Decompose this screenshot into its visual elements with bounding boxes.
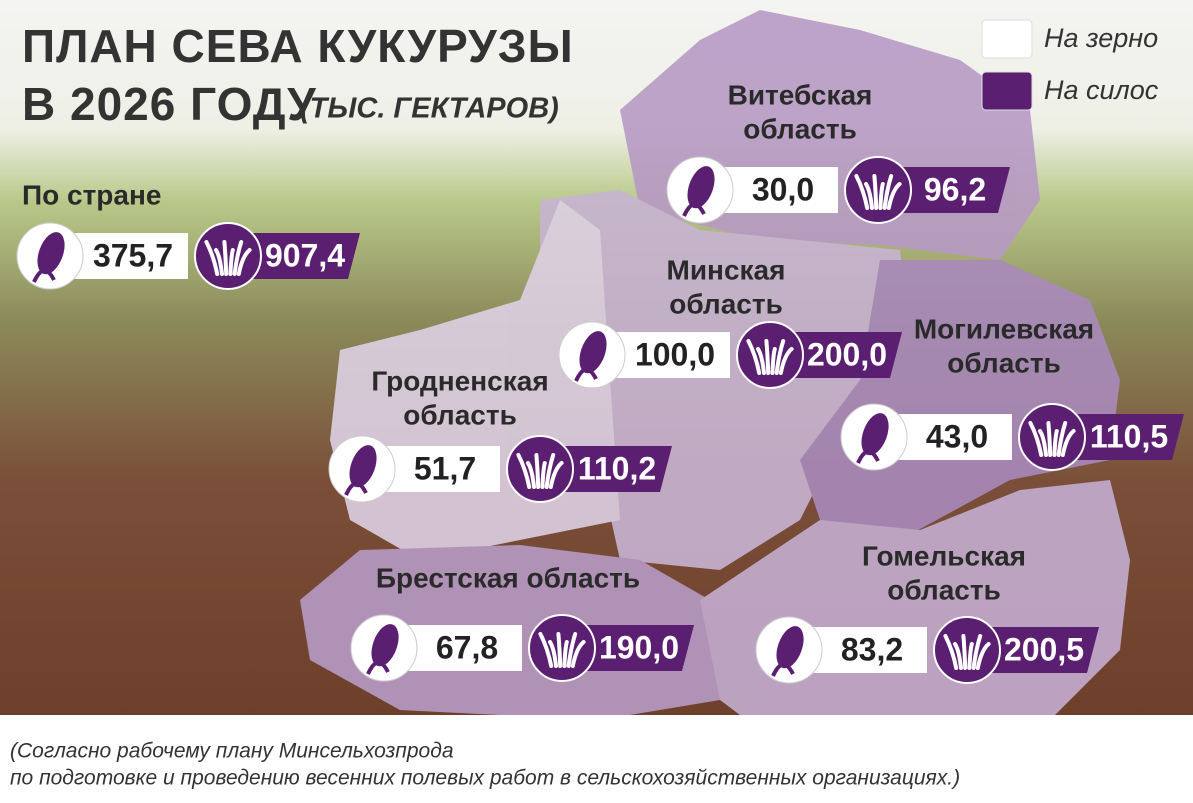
corn-icon: [579, 331, 607, 374]
silage-pill: [775, 332, 902, 378]
grain-value: 83,2: [841, 631, 903, 667]
value-badge: 83,2 200,5: [755, 616, 1099, 684]
corn-leaf: [771, 662, 795, 677]
region-name: Гомельская: [862, 540, 1026, 571]
silage-pill: [972, 627, 1099, 673]
region-name: Минская: [667, 254, 786, 285]
legend-swatch: [981, 71, 1033, 111]
country-label: По стране: [22, 179, 161, 210]
corn-leaf: [856, 449, 880, 464]
silage-pill: [883, 167, 1010, 213]
grass-icon: [746, 339, 794, 375]
silage-pill: [233, 233, 360, 279]
corn-icon: [687, 166, 715, 209]
footnote: (Согласно рабочему плану Минсельхозпрода: [10, 740, 454, 763]
silage-value: 96,2: [924, 171, 986, 207]
region-name: Гродненская: [371, 365, 548, 396]
grain-value: 43,0: [926, 418, 988, 454]
title-line: ПЛАН СЕВА КУКУРУЗЫ: [22, 20, 574, 72]
grass-icon: [204, 240, 252, 276]
corn-leaf: [682, 202, 706, 217]
silage-pill: [545, 446, 672, 492]
grass-icon: [538, 632, 586, 668]
value-badge: 51,7 110,2: [328, 435, 672, 503]
grass-icon: [854, 174, 902, 210]
legend-label: На зерно: [1044, 23, 1158, 53]
region-name: Могилевская: [914, 313, 1094, 344]
silage-value: 200,5: [1004, 631, 1084, 667]
grass-icon-bg: [933, 616, 1001, 684]
grass-icon-bg: [736, 321, 804, 389]
silage-value: 200,0: [807, 336, 887, 372]
grain-value: 375,7: [93, 237, 173, 273]
value-badge: 100,0 200,0: [558, 321, 902, 389]
silage-pill: [567, 625, 694, 671]
silage-value: 110,2: [578, 450, 656, 486]
grain-value: 30,0: [752, 171, 814, 207]
region-mogilev: [800, 260, 1120, 540]
legend-label: На силос: [1044, 75, 1159, 105]
region-name: область: [947, 347, 1061, 378]
silage-value: 190,0: [599, 629, 679, 665]
region-name: область: [743, 113, 857, 144]
grass-icon-bg: [528, 614, 596, 682]
region-name: область: [887, 574, 1001, 605]
grass-icon-bg: [844, 156, 912, 224]
silage-value: 907,4: [265, 237, 345, 273]
corn-leaf: [344, 481, 368, 496]
corn-icon: [861, 413, 889, 456]
corn-leaf: [32, 268, 56, 283]
region-name: Брестская область: [376, 562, 640, 593]
grass-icon: [516, 453, 564, 489]
silage-pill: [1057, 414, 1184, 460]
region-name: область: [669, 288, 783, 319]
value-badge: 30,0 96,2: [666, 156, 1010, 224]
legend-swatch: [981, 19, 1033, 59]
region-name: область: [403, 399, 517, 430]
corn-leaf: [574, 367, 598, 382]
grass-icon: [943, 634, 991, 670]
value-badge: 43,0 110,5: [840, 403, 1184, 471]
grain-value: 51,7: [414, 450, 476, 486]
grain-value: 100,0: [635, 336, 715, 372]
title-line: В 2026 ГОДУ: [22, 78, 317, 130]
grass-icon-bg: [194, 222, 262, 290]
title-unit: (ТЫС. ГЕКТАРОВ): [300, 93, 559, 125]
region-name: Витебская: [728, 79, 873, 110]
corn-icon: [371, 624, 399, 667]
grain-value: 67,8: [436, 629, 498, 665]
grass-icon-bg: [506, 435, 574, 503]
corn-icon: [776, 626, 804, 669]
grass-icon-bg: [1018, 403, 1086, 471]
silage-value: 110,5: [1090, 418, 1168, 454]
footnote: по подготовке и проведению весенних поле…: [10, 767, 960, 790]
grass-icon: [1028, 421, 1076, 457]
value-badge: 375,7 907,4: [16, 222, 360, 290]
value-badge: 67,8 190,0: [350, 614, 694, 682]
corn-leaf: [366, 660, 390, 675]
corn-icon: [37, 232, 65, 275]
footnote-panel: [0, 715, 1193, 803]
corn-icon: [349, 445, 377, 488]
